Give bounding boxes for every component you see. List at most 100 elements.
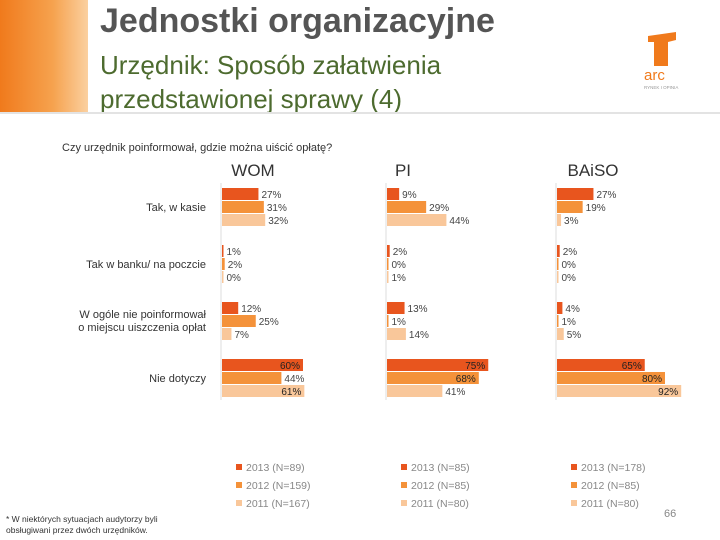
data-label: 0% xyxy=(392,260,407,271)
arc-logo: arc RYNEK I OPINIA xyxy=(644,32,678,90)
bar xyxy=(557,372,665,384)
category-label: Tak w banku/ na poczcie xyxy=(86,259,206,271)
bar xyxy=(222,214,266,226)
legend-label: 2013 (N=85) xyxy=(411,462,470,474)
data-label: 1% xyxy=(227,247,242,258)
bar xyxy=(387,385,443,397)
legend-label: 2013 (N=89) xyxy=(246,462,305,474)
bar xyxy=(222,372,282,384)
bar xyxy=(557,315,559,327)
legend-swatch xyxy=(401,500,407,506)
legend-swatch xyxy=(236,500,242,506)
data-label: 32% xyxy=(268,216,288,227)
data-label: 19% xyxy=(586,203,606,214)
legend-label: 2013 (N=178) xyxy=(581,462,646,474)
bar xyxy=(557,271,559,283)
data-label: 27% xyxy=(596,190,616,201)
legend-swatch xyxy=(571,482,577,488)
data-label: 68% xyxy=(456,374,476,385)
data-label: 5% xyxy=(567,330,582,341)
data-label: 0% xyxy=(562,273,577,284)
data-label: 0% xyxy=(227,273,242,284)
data-label: 65% xyxy=(622,361,642,372)
legend-label: 2011 (N=80) xyxy=(581,498,639,510)
bar xyxy=(387,258,389,270)
bar xyxy=(557,214,562,226)
bar xyxy=(222,188,259,200)
bar xyxy=(222,315,256,327)
category-label: Tak, w kasie xyxy=(146,202,206,214)
header-accent-band xyxy=(0,0,88,112)
data-label: 1% xyxy=(392,273,407,284)
data-label: 9% xyxy=(402,190,417,201)
data-label: 92% xyxy=(658,387,678,398)
legend-swatch xyxy=(236,464,242,470)
legend-swatch xyxy=(401,464,407,470)
data-label: 12% xyxy=(241,304,261,315)
data-label: 75% xyxy=(465,361,485,372)
bar xyxy=(557,201,583,213)
legend-swatch xyxy=(571,464,577,470)
bar xyxy=(557,258,559,270)
legend-swatch xyxy=(571,500,577,506)
legend-label: 2012 (N=159) xyxy=(246,480,311,492)
bar xyxy=(387,271,389,283)
logo-tagline: RYNEK I OPINIA xyxy=(644,85,678,90)
data-label: 1% xyxy=(392,317,407,328)
bar xyxy=(387,245,390,257)
bar xyxy=(557,359,645,371)
data-label: 7% xyxy=(234,330,249,341)
data-label: 4% xyxy=(565,304,580,315)
bar xyxy=(222,245,224,257)
bar xyxy=(387,328,406,340)
bar xyxy=(222,385,305,397)
data-label: 27% xyxy=(261,190,281,201)
data-label: 0% xyxy=(562,260,577,271)
bar xyxy=(387,302,405,314)
bar xyxy=(387,201,427,213)
data-label: 29% xyxy=(429,203,449,214)
panel-title: PI xyxy=(395,161,411,180)
data-label: 3% xyxy=(564,216,579,227)
data-label: 2% xyxy=(228,260,243,271)
panel-title: WOM xyxy=(231,161,274,180)
bar xyxy=(222,328,232,340)
legend-swatch xyxy=(236,482,242,488)
page-subtitle: Urzędnik: Sposób załatwienia przedstawio… xyxy=(100,48,620,116)
legend-label: 2011 (N=167) xyxy=(246,498,310,510)
data-label: 13% xyxy=(408,304,428,315)
panel-title: BAiSO xyxy=(567,161,618,180)
bar xyxy=(557,328,564,340)
bar xyxy=(222,201,264,213)
category-label: o miejscu uiszczenia opłat xyxy=(78,322,206,334)
header-divider xyxy=(0,112,720,114)
legend-label: 2011 (N=80) xyxy=(411,498,469,510)
legend-label: 2012 (N=85) xyxy=(581,480,640,492)
bar xyxy=(387,372,479,384)
page-number: 66 xyxy=(664,508,677,520)
footnote: * W niektórych sytuacjach audytorzy byli… xyxy=(6,514,158,535)
category-label: W ogóle nie poinformował xyxy=(79,309,206,321)
bar xyxy=(222,258,225,270)
data-label: 60% xyxy=(280,361,300,372)
bar xyxy=(387,188,400,200)
data-label: 2% xyxy=(393,247,408,258)
subtitle-line-2: przedstawionej sprawy (4) xyxy=(100,84,403,114)
bar xyxy=(557,302,563,314)
page-title: Jednostki organizacyjne xyxy=(100,2,495,40)
legend-swatch xyxy=(401,482,407,488)
bar xyxy=(387,214,447,226)
data-label: 44% xyxy=(449,216,469,227)
bar xyxy=(557,245,560,257)
data-label: 61% xyxy=(281,387,301,398)
data-label: 44% xyxy=(284,374,304,385)
subtitle-line-1: Urzędnik: Sposób załatwienia xyxy=(100,50,442,80)
legend-label: 2012 (N=85) xyxy=(411,480,470,492)
survey-question: Czy urzędnik poinformował, gdzie można u… xyxy=(62,142,333,154)
bar xyxy=(557,385,682,397)
data-label: 1% xyxy=(562,317,577,328)
data-label: 41% xyxy=(445,387,465,398)
bar xyxy=(387,359,489,371)
bar xyxy=(387,315,389,327)
